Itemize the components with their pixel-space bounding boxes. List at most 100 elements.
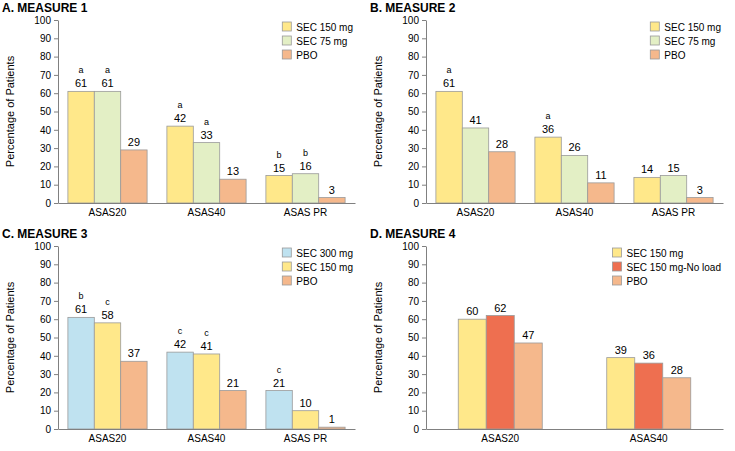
y-tick: 70 bbox=[40, 296, 58, 307]
x-tick-label: ASAS PR bbox=[284, 207, 327, 218]
x-tick: ASAS PR bbox=[284, 207, 327, 218]
legend-entry: SEC 150 mg bbox=[282, 22, 353, 33]
y-tick-label: 20 bbox=[408, 161, 420, 172]
y-tick-mark bbox=[54, 301, 58, 302]
y-tick: 40 bbox=[40, 351, 58, 362]
x-tick: ASAS20 bbox=[89, 207, 127, 218]
y-tick: 80 bbox=[408, 51, 426, 62]
x-axis: ASAS20ASAS40ASAS PR bbox=[59, 430, 356, 445]
y-tick-mark bbox=[54, 148, 58, 149]
legend: SEC 150 mgSEC 150 mg-No loadPBO bbox=[613, 248, 722, 287]
y-tick-mark bbox=[422, 356, 426, 357]
y-tick-mark bbox=[54, 57, 58, 58]
y-tick-mark bbox=[422, 203, 426, 204]
data-label: 15 bbox=[273, 162, 285, 174]
legend-swatch bbox=[282, 22, 291, 31]
bars bbox=[68, 91, 345, 203]
data-label: 62 bbox=[494, 302, 506, 314]
bar bbox=[220, 179, 246, 203]
significance-mark: b bbox=[303, 148, 308, 158]
legend: SEC 150 mgSEC 75 mgPBO bbox=[650, 22, 721, 61]
x-tick: ASAS20 bbox=[89, 433, 127, 444]
y-tick-label: 50 bbox=[40, 332, 52, 343]
x-tick-label: ASAS40 bbox=[188, 207, 226, 218]
bar bbox=[607, 358, 635, 429]
data-label: 60 bbox=[466, 305, 478, 317]
y-tick-mark bbox=[422, 93, 426, 94]
data-label: 33 bbox=[200, 129, 212, 141]
bar bbox=[561, 155, 587, 203]
y-tick: 80 bbox=[40, 51, 58, 62]
y-tick-mark bbox=[422, 392, 426, 393]
y-tick-label: 10 bbox=[408, 179, 420, 190]
legend-swatch bbox=[650, 22, 659, 31]
y-tick: 100 bbox=[34, 15, 58, 26]
y-tick-mark bbox=[422, 112, 426, 113]
y-tick-label: 20 bbox=[40, 161, 52, 172]
data-label: 28 bbox=[496, 138, 508, 150]
legend-label: SEC 150 mg bbox=[296, 22, 353, 33]
x-tick-label: ASAS40 bbox=[188, 433, 226, 444]
y-axis-title: Percentage of Patients bbox=[4, 281, 16, 393]
y-tick-label: 100 bbox=[34, 241, 51, 252]
plot: 010203040506070809010061a36a144126152811… bbox=[402, 15, 723, 218]
bar bbox=[489, 152, 515, 203]
y-tick-label: 0 bbox=[413, 424, 419, 435]
y-tick-mark bbox=[422, 374, 426, 375]
legend: SEC 300 mgSEC 150 mgPBO bbox=[282, 248, 353, 287]
y-tick: 80 bbox=[40, 277, 58, 288]
data-label: 3 bbox=[329, 184, 335, 196]
y-tick-mark bbox=[54, 429, 58, 430]
legend-entry: PBO bbox=[650, 50, 685, 61]
y-tick: 30 bbox=[408, 143, 426, 154]
y-tick: 10 bbox=[408, 405, 426, 416]
bar bbox=[292, 411, 318, 429]
y-tick: 90 bbox=[40, 33, 58, 44]
x-axis-line bbox=[59, 429, 356, 430]
y-tick: 20 bbox=[408, 161, 426, 172]
y-tick-mark bbox=[54, 338, 58, 339]
x-tick: ASAS40 bbox=[630, 433, 668, 444]
legend-label: SEC 150 mg-No load bbox=[627, 262, 722, 273]
bar bbox=[167, 126, 193, 203]
x-axis: ASAS20 ASAS40 ASAS PR bbox=[59, 204, 356, 219]
x-tick: ASAS40 bbox=[188, 433, 226, 444]
legend-label: PBO bbox=[664, 50, 685, 61]
y-tick-mark bbox=[54, 411, 58, 412]
x-tick: ASAS40 bbox=[188, 207, 226, 218]
y-tick: 50 bbox=[408, 332, 426, 343]
legend-label: SEC 150 mg bbox=[627, 248, 684, 259]
y-tick: 60 bbox=[40, 314, 58, 325]
y-tick-label: 90 bbox=[40, 259, 52, 270]
significance-mark: a bbox=[105, 65, 110, 75]
y-tick: 10 bbox=[40, 405, 58, 416]
y-tick: 100 bbox=[34, 241, 58, 252]
legend-entry: SEC 300 mg bbox=[282, 248, 353, 259]
bar bbox=[514, 343, 542, 429]
x-tick-label: ASAS20 bbox=[89, 207, 127, 218]
significance-mark: a bbox=[546, 111, 551, 121]
legend-entry: PBO bbox=[282, 276, 317, 287]
data-label: 36 bbox=[643, 349, 655, 361]
data-label: 61 bbox=[75, 77, 87, 89]
y-tick: 60 bbox=[408, 314, 426, 325]
x-tick: ASAS40 bbox=[556, 207, 594, 218]
y-tick-label: 50 bbox=[408, 106, 420, 117]
y-axis-line bbox=[58, 21, 59, 204]
y-axis: 0102030405060708090100 bbox=[402, 241, 426, 435]
y-tick-label: 90 bbox=[408, 259, 420, 270]
bar bbox=[266, 391, 292, 429]
bar bbox=[660, 176, 686, 203]
bar bbox=[193, 354, 219, 429]
y-tick: 40 bbox=[40, 125, 58, 136]
bars bbox=[436, 91, 713, 203]
y-tick-label: 100 bbox=[34, 15, 51, 26]
y-tick-mark bbox=[54, 112, 58, 113]
y-tick: 70 bbox=[408, 296, 426, 307]
bar bbox=[292, 174, 318, 203]
y-tick-label: 10 bbox=[408, 405, 420, 416]
y-tick-label: 60 bbox=[40, 314, 52, 325]
bar bbox=[687, 198, 713, 203]
bar bbox=[94, 323, 120, 429]
figure: A. MEASURE 1010203040506070809010061a42a… bbox=[0, 0, 735, 451]
